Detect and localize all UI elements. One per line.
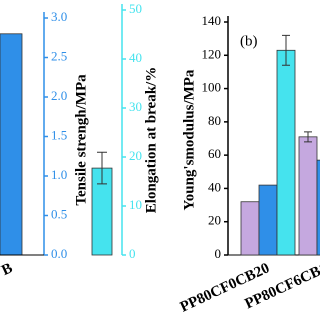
- bar: [276, 49, 296, 256]
- x-tick-label: B: [0, 260, 15, 279]
- bar: [240, 201, 260, 256]
- y-axis-title: Tensile strengh/MPa: [73, 74, 89, 206]
- y-tick-label: 120: [202, 46, 222, 61]
- y-tick-label: 30: [129, 99, 142, 114]
- y-tick-label: 20: [129, 148, 142, 163]
- y-tick-label: 1.5: [51, 127, 67, 142]
- y-tick-label: 140: [202, 13, 222, 28]
- y-tick-label: 60: [208, 146, 221, 161]
- y-tick-label: 40: [208, 179, 221, 194]
- y-tick-label: 0: [129, 246, 136, 261]
- y-tick-label: 0.5: [51, 206, 67, 221]
- y-tick-label: 10: [129, 197, 142, 212]
- y-axis-title: Young'smodulus/MPa: [181, 69, 197, 210]
- bar: [0, 33, 23, 256]
- y-tick-label: 2.0: [51, 88, 67, 103]
- y-tick-label: 20: [208, 213, 221, 228]
- y-tick-label: 0.0: [51, 246, 67, 261]
- y-tick-label: 2.5: [51, 48, 67, 63]
- error-bar: [282, 34, 290, 66]
- y-tick-label: 3.0: [51, 9, 67, 24]
- bar: [298, 136, 318, 256]
- y-tick-label: 40: [129, 50, 142, 65]
- y2-axis-title: Elongation at break/%: [143, 67, 159, 213]
- y-tick-label: 50: [129, 1, 142, 16]
- y-tick-label: 1.0: [51, 167, 67, 182]
- bar: [258, 184, 278, 256]
- y-tick-label: 80: [208, 113, 221, 128]
- y-tick-label: 100: [202, 80, 222, 95]
- bar: [316, 159, 320, 256]
- error-bar: [304, 131, 312, 143]
- error-bar: [97, 151, 107, 185]
- y-tick-label: 0: [215, 246, 222, 261]
- panel-label: (b): [240, 33, 258, 49]
